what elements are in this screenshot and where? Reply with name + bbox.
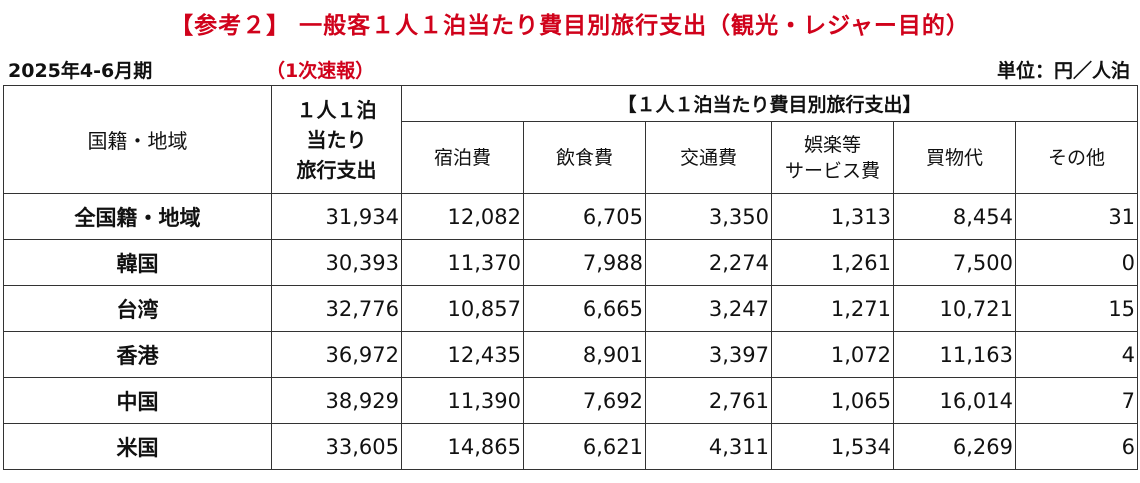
accommodation-cell: 11,390 <box>401 377 524 424</box>
table-row: 台湾 32,776 10,857 6,665 3,247 1,271 10,72… <box>3 285 1139 332</box>
region-cell: 中国 <box>3 377 272 424</box>
region-cell: 韓国 <box>3 239 272 286</box>
accommodation-cell: 14,865 <box>401 423 524 470</box>
expenditure-table: 国籍・地域 １人１泊 当たり 旅行支出 【１人１泊当たり費目別旅行支出】 宿泊費… <box>3 85 1139 470</box>
food-cell: 7,988 <box>523 239 646 286</box>
accommodation-cell: 11,370 <box>401 239 524 286</box>
total-header-line1: １人１泊 <box>296 97 377 122</box>
page-title: 【参考２】 一般客１人１泊当たり費目別旅行支出（観光・レジャー目的） <box>170 13 970 39</box>
total-cell: 36,972 <box>271 331 402 378</box>
other-cell: 7 <box>1014 377 1139 424</box>
region-cell: 香港 <box>3 331 272 378</box>
total-cell: 33,605 <box>271 423 402 470</box>
food-cell: 6,705 <box>523 193 646 240</box>
region-cell: 台湾 <box>3 285 272 332</box>
entertainment-cell: 1,313 <box>771 193 894 240</box>
category-header-line1: 交通費 <box>679 146 737 169</box>
transport-cell: 3,350 <box>645 193 772 240</box>
accommodation-cell: 12,435 <box>401 331 524 378</box>
transport-cell: 2,761 <box>645 377 772 424</box>
category-group-header: 【１人１泊当たり費目別旅行支出】 <box>400 85 1139 122</box>
period-label: 2025年4-6月期 <box>8 60 153 82</box>
total-cell: 30,393 <box>271 239 402 286</box>
table-row: 香港 36,972 12,435 8,901 3,397 1,072 11,16… <box>3 331 1139 378</box>
total-column-header: １人１泊 当たり 旅行支出 <box>271 85 402 194</box>
total-header-line2: 当たり <box>306 127 367 152</box>
total-cell: 31,934 <box>271 193 402 240</box>
table-row: 全国籍・地域 31,934 12,082 6,705 3,350 1,313 8… <box>3 193 1139 240</box>
table-row: 米国 33,605 14,865 6,621 4,311 1,534 6,269… <box>3 423 1139 470</box>
shopping-cell: 7,500 <box>893 239 1016 286</box>
unit-label: 単位：円／人泊 <box>996 60 1130 82</box>
transport-cell: 3,247 <box>645 285 772 332</box>
category-header-line2: サービス費 <box>784 159 880 182</box>
accommodation-cell: 10,857 <box>401 285 524 332</box>
total-cell: 32,776 <box>271 285 402 332</box>
category-header-entertainment: 娯楽等 サービス費 <box>771 121 894 194</box>
category-header-transport: 交通費 <box>645 121 772 194</box>
other-cell: 6 <box>1014 423 1139 470</box>
shopping-cell: 16,014 <box>893 377 1016 424</box>
category-header-line1: その他 <box>1048 146 1106 169</box>
total-header-line3: 旅行支出 <box>296 157 377 182</box>
category-header-line1: 宿泊費 <box>433 146 491 169</box>
category-header-line1: 買物代 <box>925 146 983 169</box>
table-row: 韓国 30,393 11,370 7,988 2,274 1,261 7,500… <box>3 239 1139 286</box>
shopping-cell: 8,454 <box>893 193 1016 240</box>
accommodation-cell: 12,082 <box>401 193 524 240</box>
other-cell: 4 <box>1014 331 1139 378</box>
entertainment-cell: 1,534 <box>771 423 894 470</box>
region-cell: 全国籍・地域 <box>3 193 272 240</box>
shopping-cell: 11,163 <box>893 331 1016 378</box>
shopping-cell: 10,721 <box>893 285 1016 332</box>
other-cell: 0 <box>1014 239 1139 286</box>
entertainment-cell: 1,065 <box>771 377 894 424</box>
edition-label: （1次速報） <box>266 60 375 82</box>
entertainment-cell: 1,261 <box>771 239 894 286</box>
category-header-food: 飲食費 <box>523 121 646 194</box>
category-header-other: その他 <box>1014 121 1139 194</box>
category-header-line1: 飲食費 <box>555 146 613 169</box>
transport-cell: 3,397 <box>645 331 772 378</box>
other-cell: 15 <box>1014 285 1139 332</box>
entertainment-cell: 1,271 <box>771 285 894 332</box>
total-cell: 38,929 <box>271 377 402 424</box>
table-row: 中国 38,929 11,390 7,692 2,761 1,065 16,01… <box>3 377 1139 424</box>
entertainment-cell: 1,072 <box>771 331 894 378</box>
food-cell: 8,901 <box>523 331 646 378</box>
category-header-shopping: 買物代 <box>893 121 1016 194</box>
food-cell: 7,692 <box>523 377 646 424</box>
other-cell: 31 <box>1014 193 1139 240</box>
shopping-cell: 6,269 <box>893 423 1016 470</box>
category-header-line1: 娯楽等 <box>803 133 861 156</box>
region-cell: 米国 <box>3 423 272 470</box>
transport-cell: 4,311 <box>645 423 772 470</box>
transport-cell: 2,274 <box>645 239 772 286</box>
region-column-header: 国籍・地域 <box>3 85 272 194</box>
category-header-accommodation: 宿泊費 <box>401 121 524 194</box>
food-cell: 6,665 <box>523 285 646 332</box>
food-cell: 6,621 <box>523 423 646 470</box>
